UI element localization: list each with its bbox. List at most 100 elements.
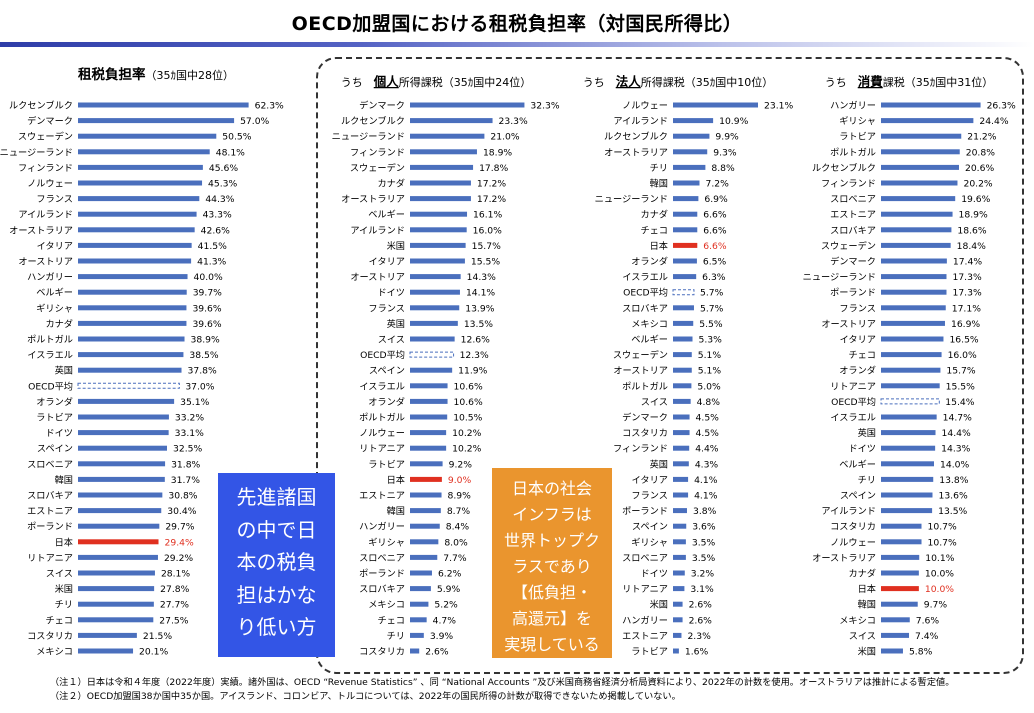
category-label: オランダ <box>36 396 73 408</box>
value-label: 9.7% <box>924 600 948 611</box>
value-label: 3.5% <box>692 537 716 548</box>
category-label: リトアニア <box>622 584 668 595</box>
value-label: 41.3% <box>197 257 226 268</box>
value-label: 18.4% <box>957 241 986 252</box>
bar-japan <box>78 539 159 545</box>
category-label: ポルトガル <box>622 381 668 392</box>
value-label: 3.6% <box>692 522 716 533</box>
bar <box>78 305 187 311</box>
category-label: カナダ <box>848 568 876 580</box>
bar <box>673 320 694 326</box>
bar <box>881 305 946 311</box>
value-label: 10.6% <box>454 381 483 392</box>
bar <box>673 632 682 638</box>
title-suffix: （35ｶ国中28位） <box>146 68 235 82</box>
value-label: 3.8% <box>693 506 717 517</box>
category-label: 日本 <box>387 474 405 486</box>
bar <box>410 211 468 217</box>
category-label: OECD平均 <box>623 287 668 299</box>
title-prefix: うち <box>583 76 616 89</box>
bar <box>410 289 460 295</box>
bar <box>673 258 697 264</box>
title-underline <box>0 42 1034 47</box>
bar <box>673 336 693 342</box>
title-suffix: 課税（35ｶ国中31位） <box>883 75 994 89</box>
callout-low-burden: 先進諸国 の中で日 本の税負 担はかな り低い方 <box>218 473 335 657</box>
category-label: ハンガリー <box>622 615 668 626</box>
category-label: OECD平均 <box>360 349 405 361</box>
value-label: 8.0% <box>444 537 468 548</box>
bar <box>881 414 937 420</box>
bar <box>78 398 175 404</box>
category-label: フランス <box>368 303 405 314</box>
category-label: ニュージーランド <box>595 194 668 205</box>
category-label: スロベニア <box>830 194 876 205</box>
value-label: 8.9% <box>448 491 472 502</box>
category-label: ドイツ <box>45 428 73 439</box>
bar <box>410 274 461 280</box>
bar <box>78 570 155 576</box>
category-label: ベルギー <box>36 288 73 299</box>
value-label: 29.7% <box>165 522 194 533</box>
category-label: 日本 <box>858 583 876 595</box>
footnote-2: （注２）OECD加盟国38か国中35か国。アイスランド、コロンビア、トルコについ… <box>50 691 681 702</box>
category-label: ドイツ <box>848 444 876 455</box>
value-label: 37.8% <box>188 366 217 377</box>
value-label: 26.3% <box>987 101 1016 112</box>
category-label: イスラエル <box>830 413 876 424</box>
value-label: 4.3% <box>695 459 719 470</box>
title-main: 法人 <box>616 74 642 89</box>
value-label: 8.7% <box>447 506 471 517</box>
value-label: 14.3% <box>467 272 496 283</box>
bar <box>881 289 947 295</box>
value-label: 2.6% <box>425 647 449 658</box>
category-label: ルクセンブルク <box>9 100 73 112</box>
value-label: 21.5% <box>143 631 172 642</box>
category-label: ノルウェー <box>27 179 73 190</box>
value-label: 17.2% <box>477 179 506 190</box>
category-label: ギリシャ <box>368 537 405 548</box>
bar <box>673 227 698 233</box>
value-label: 14.7% <box>943 413 972 424</box>
value-label: 27.8% <box>160 584 189 595</box>
value-label: 27.7% <box>160 600 189 611</box>
value-label: 37.0% <box>185 381 214 392</box>
value-label: 5.3% <box>699 335 723 346</box>
value-label: 17.3% <box>952 288 981 299</box>
value-label: 2.3% <box>687 631 711 642</box>
category-label: ポーランド <box>359 569 405 580</box>
bar <box>673 180 700 186</box>
value-label: 23.3% <box>499 116 528 127</box>
bar <box>78 617 154 623</box>
bar <box>673 586 685 592</box>
bar <box>881 352 942 358</box>
bar <box>673 617 683 623</box>
bar <box>673 149 708 155</box>
value-label: 16.0% <box>948 350 977 361</box>
value-label: 5.7% <box>700 288 724 299</box>
bar <box>78 289 187 295</box>
value-label: 18.9% <box>483 147 512 158</box>
bar <box>410 570 432 576</box>
value-label: 12.3% <box>460 350 489 361</box>
bar <box>78 180 203 186</box>
category-label: スロバキア <box>830 225 876 236</box>
value-label: 23.1% <box>764 101 793 112</box>
value-label: 7.2% <box>705 179 729 190</box>
chart-title: うち 個人所得課税（35ｶ国中24位） <box>341 74 532 89</box>
category-label: オーストラリア <box>9 225 73 236</box>
bar <box>673 164 706 170</box>
bar <box>78 508 162 514</box>
category-label: リトアニア <box>359 444 405 455</box>
value-label: 11.9% <box>458 366 487 377</box>
value-label: 5.2% <box>434 600 458 611</box>
bar <box>881 617 910 623</box>
value-label: 33.2% <box>175 413 204 424</box>
category-label: スイス <box>378 335 405 346</box>
category-label: OECD平均 <box>831 396 876 408</box>
category-label: フランス <box>631 491 668 502</box>
category-label: イタリア <box>37 241 73 252</box>
bar <box>673 476 689 482</box>
bar <box>410 539 439 545</box>
bar-japan <box>410 476 442 482</box>
